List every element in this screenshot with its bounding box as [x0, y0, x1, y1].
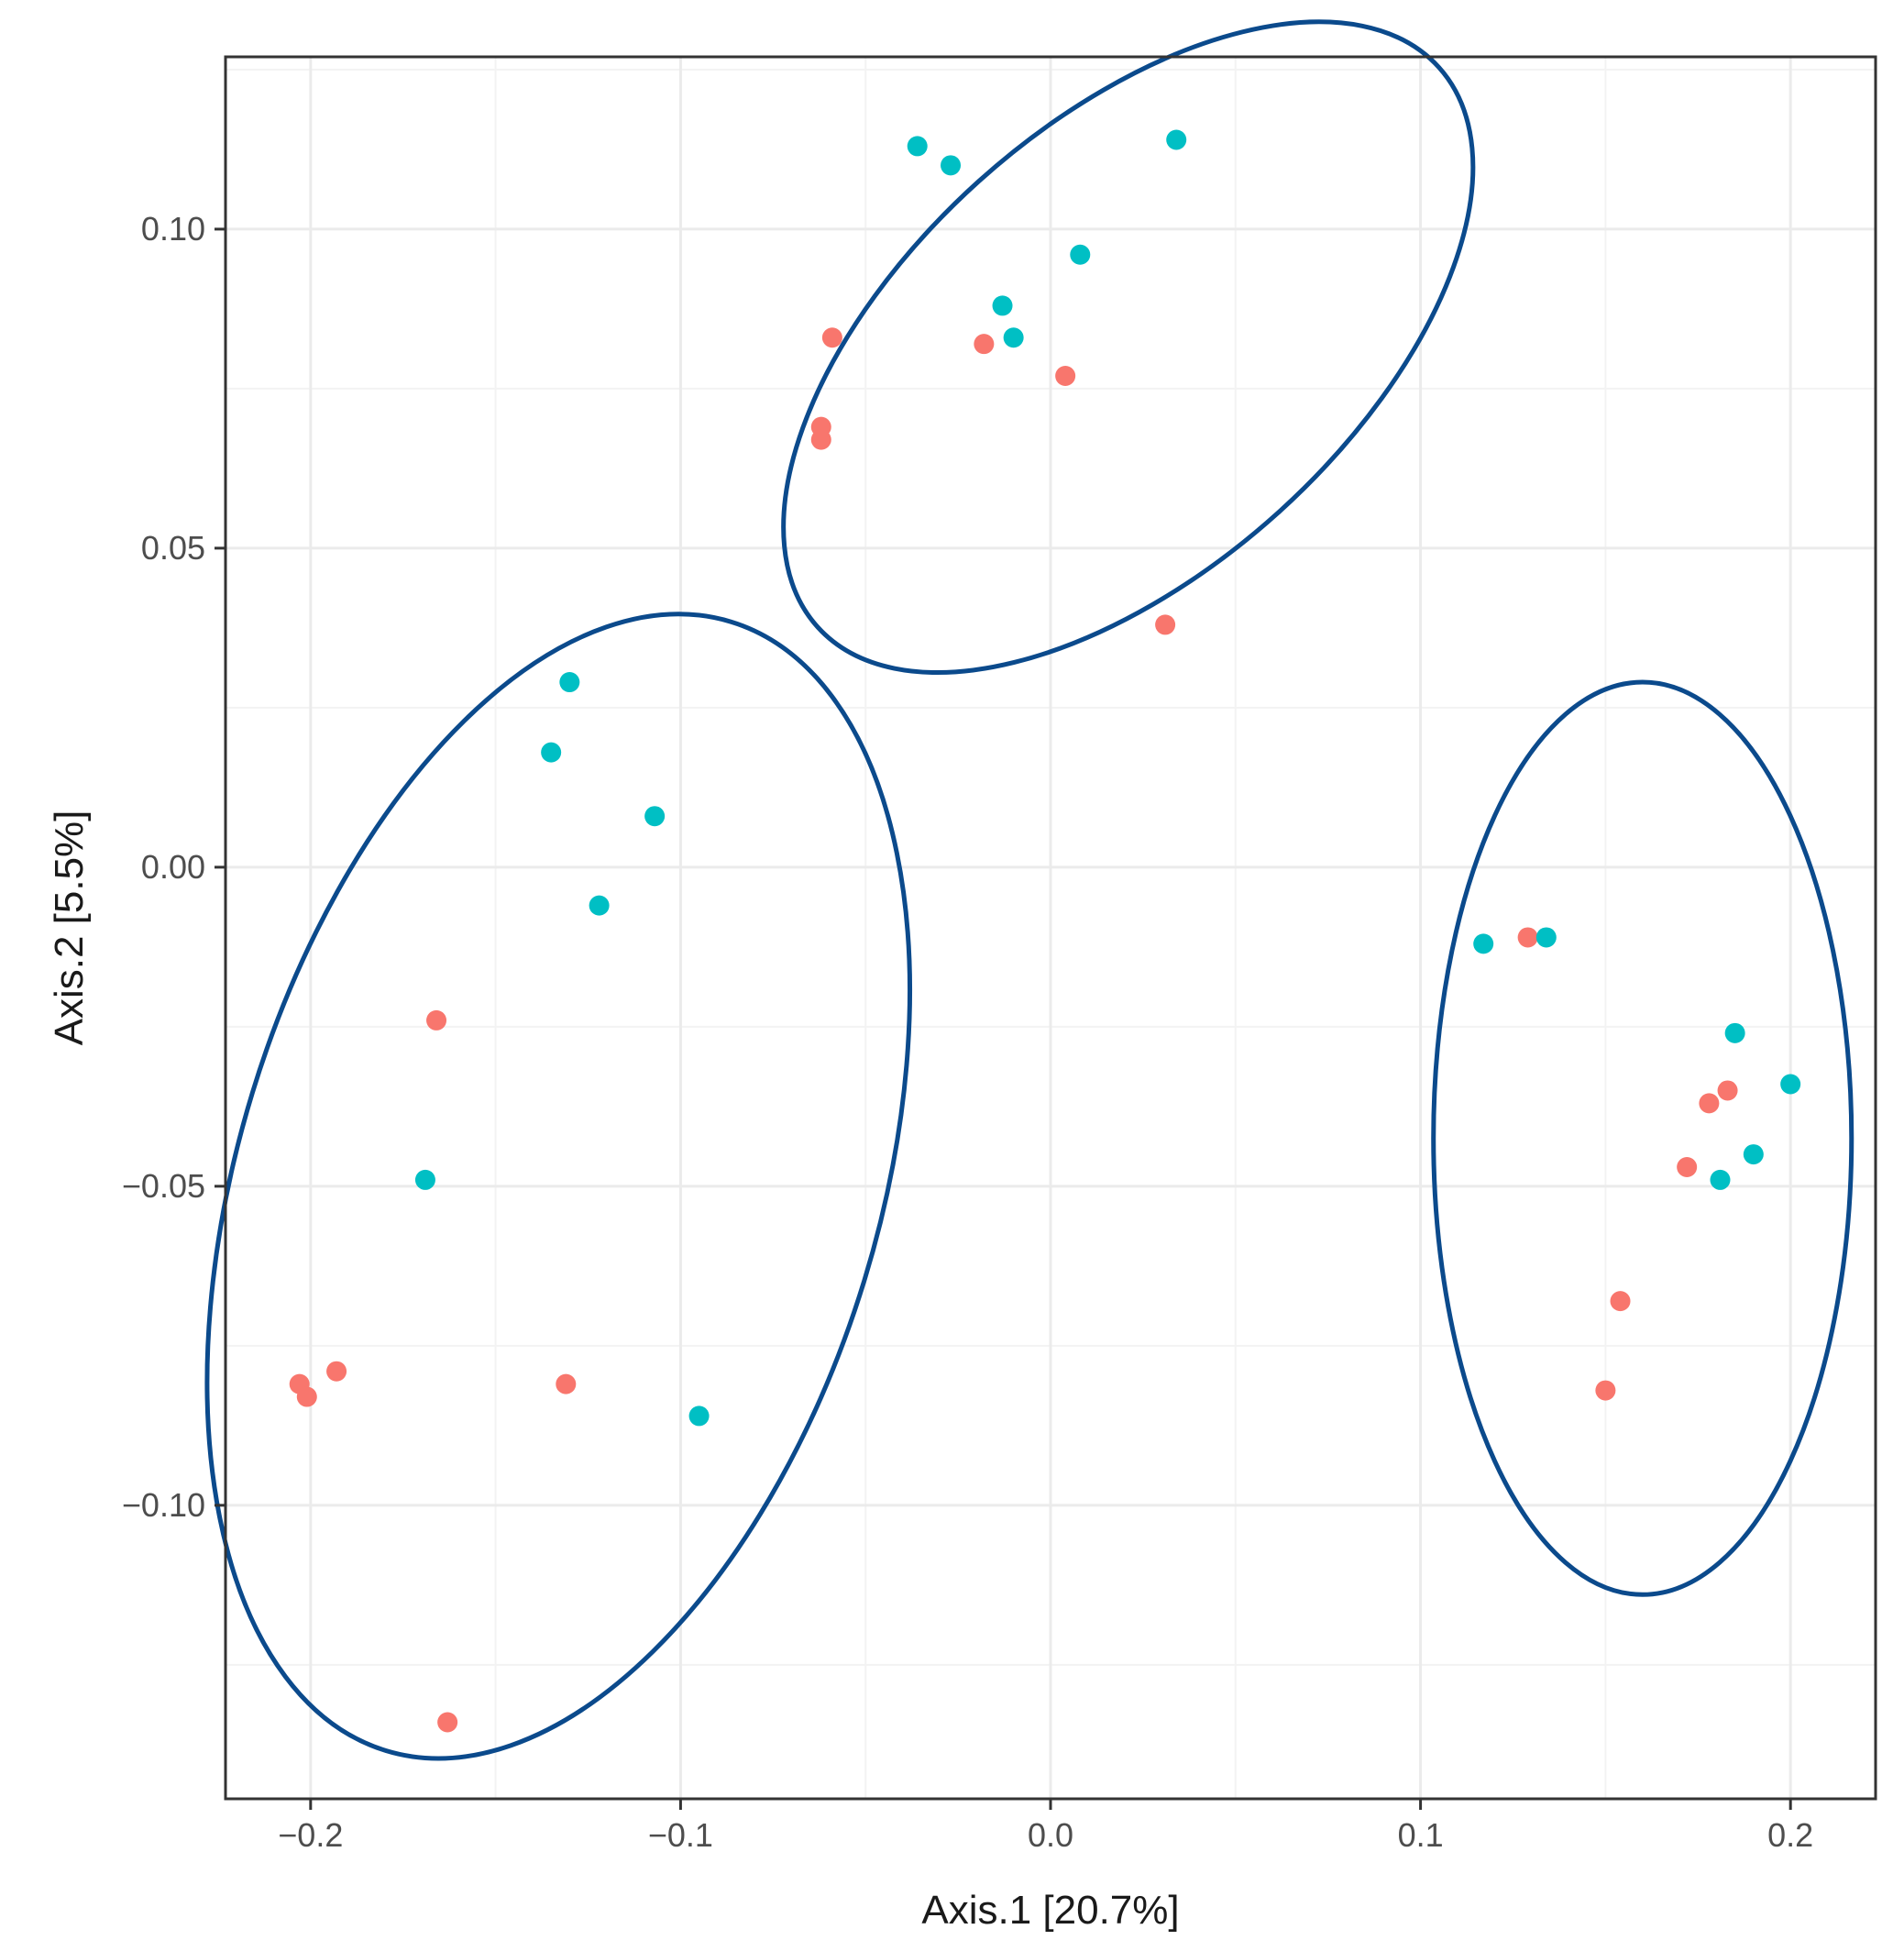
grid: [226, 57, 1876, 1799]
point-cyan: [1780, 1074, 1801, 1095]
point-cyan: [907, 136, 928, 157]
point-red: [974, 334, 995, 355]
y-tick-label: 0.05: [141, 529, 205, 567]
x-tick-label: 0.2: [1767, 1816, 1813, 1854]
point-red: [1677, 1156, 1698, 1177]
point-cyan: [559, 672, 580, 693]
ellipse-left: [204, 612, 912, 1761]
point-red: [1155, 614, 1176, 635]
point-red: [426, 1009, 447, 1031]
point-cyan: [541, 742, 562, 763]
ellipses: [204, 19, 1854, 1761]
x-tick-label: 0.1: [1398, 1816, 1444, 1854]
point-cyan: [414, 1169, 435, 1190]
point-cyan: [1473, 933, 1494, 954]
point-cyan: [1743, 1144, 1764, 1165]
ticks: −0.2 −0.1 0.0 0.1 0.2 −0.10 −0.05 0.00 0.05 0.10: [122, 210, 1813, 1854]
point-red: [810, 429, 831, 450]
y-axis-title: Axis.2 [5.5%]: [47, 810, 92, 1046]
point-red: [326, 1361, 347, 1382]
point-cyan: [1535, 927, 1557, 948]
point-red: [1517, 927, 1538, 948]
point-red: [556, 1373, 577, 1394]
point-red: [296, 1386, 317, 1407]
x-axis-title: Axis.1 [20.7%]: [921, 1888, 1179, 1933]
point-cyan: [1166, 129, 1187, 150]
point-cyan: [644, 806, 666, 827]
x-tick-label: 0.0: [1028, 1816, 1073, 1854]
ellipse-right: [1431, 679, 1854, 1597]
point-cyan: [688, 1405, 710, 1427]
y-tick-label: −0.10: [122, 1486, 205, 1524]
x-tick-label: −0.2: [278, 1816, 343, 1854]
point-cyan: [1724, 1022, 1745, 1043]
y-tick-label: 0.00: [141, 848, 205, 886]
point-cyan: [1710, 1169, 1731, 1190]
point-red: [1595, 1380, 1616, 1401]
point-red: [437, 1712, 458, 1733]
y-tick-label: −0.05: [122, 1167, 205, 1205]
x-tick-label: −0.1: [648, 1816, 713, 1854]
point-red: [1055, 365, 1076, 386]
point-red: [1717, 1080, 1738, 1101]
point-cyan: [1070, 244, 1091, 265]
point-red: [1699, 1093, 1720, 1114]
point-red: [821, 327, 842, 348]
point-cyan: [992, 295, 1013, 316]
y-tick-label: 0.10: [141, 210, 205, 248]
point-cyan: [1003, 327, 1024, 348]
point-cyan: [589, 895, 610, 916]
point-cyan: [941, 155, 962, 176]
point-red: [1610, 1291, 1631, 1312]
ellipse-top: [781, 19, 1476, 675]
data-points: [289, 129, 1801, 1733]
